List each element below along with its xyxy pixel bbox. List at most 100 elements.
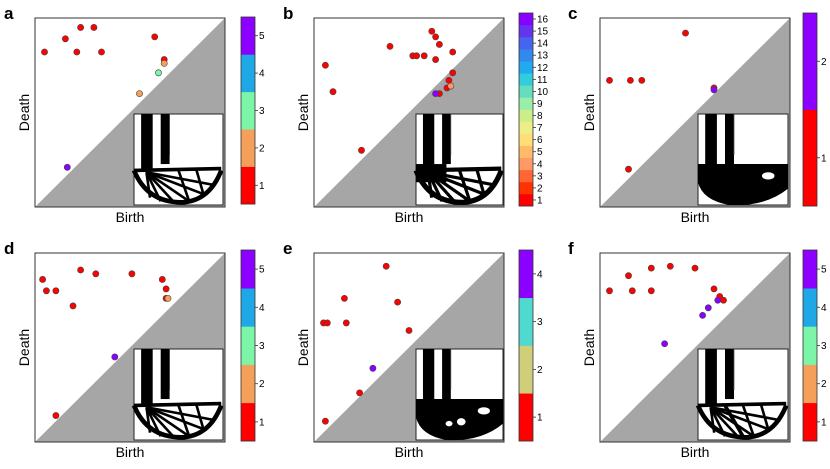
persistence-point	[358, 146, 365, 154]
persistence-point	[710, 285, 718, 293]
colorbar-tick-label: 2	[537, 365, 543, 376]
inset-strut	[710, 406, 769, 431]
points-layer	[606, 262, 727, 348]
inset-strut	[709, 406, 727, 437]
inset-bowl-curve	[413, 169, 504, 205]
colorbar-segment	[803, 364, 817, 404]
colorbar-tick-label: 2	[821, 57, 827, 68]
persistence-point	[432, 33, 439, 41]
colorbar-tick-label: 5	[821, 265, 827, 276]
colorbar-tick-label: 2	[259, 143, 265, 154]
inset-strut	[709, 406, 755, 438]
inset-strut	[457, 169, 472, 202]
persistence-point	[160, 59, 168, 67]
persistence-point	[394, 298, 401, 306]
colorbar-tick-label: 13	[537, 51, 549, 62]
x-axis-label: Birth	[395, 209, 424, 225]
persistence-point	[720, 296, 727, 304]
persistence-point	[432, 90, 439, 97]
colorbar-tick-label: 1	[821, 153, 827, 164]
inset-strut	[709, 407, 716, 433]
colorbar-tick-label: 1	[537, 413, 543, 424]
inset-strut	[145, 406, 162, 437]
colorbar-tick-label: 3	[537, 171, 543, 182]
colorbar-tick-label: 16	[537, 15, 549, 26]
inset-column-right	[442, 349, 451, 400]
panel-letter: b	[283, 4, 293, 23]
persistence-point	[52, 287, 60, 295]
x-axis-label: Birth	[116, 209, 145, 225]
plot-frame	[599, 252, 791, 443]
colorbar-tick-label: 3	[821, 341, 827, 352]
persistence-point	[158, 276, 166, 283]
persistence-point	[340, 294, 348, 302]
colorbar-segment	[241, 326, 255, 365]
persistence-point	[39, 276, 46, 283]
colorbar-segment	[241, 402, 255, 442]
persistence-point	[627, 76, 634, 84]
colorbar-segment	[241, 54, 255, 93]
points-layer	[320, 262, 413, 425]
persistence-point	[628, 287, 636, 295]
colorbar-tick-label: 8	[537, 111, 543, 122]
colorbar-segment	[519, 121, 533, 134]
inset-bowl-curve	[131, 404, 224, 440]
persistence-point	[638, 76, 646, 84]
inset-bowl-curve	[131, 169, 224, 205]
colorbar-segment	[519, 109, 533, 122]
points-layer	[606, 29, 718, 173]
colorbar-segment	[803, 13, 817, 110]
inset-column-left	[141, 349, 153, 406]
inset-strut	[177, 169, 191, 202]
persistence-point	[382, 262, 390, 270]
structure-inset-2	[697, 113, 789, 206]
persistence-point	[90, 24, 98, 31]
inset-hole	[477, 407, 490, 415]
persistence-point	[369, 364, 377, 372]
colorbar-tick-label: 4	[259, 69, 265, 80]
persistence-point	[62, 35, 69, 43]
persistence-point	[77, 266, 84, 274]
y-axis-label: Death	[581, 94, 597, 131]
colorbar-segment	[241, 288, 255, 327]
inset-column-left	[422, 349, 435, 406]
colorbar-tick-label: 6	[537, 135, 543, 146]
colorbar-tick-label: 14	[537, 39, 549, 50]
panel-e: e Birth Death 1 2 3 4	[283, 239, 543, 460]
x-axis-label: Birth	[395, 444, 424, 460]
colorbar-tick-label: 5	[259, 265, 265, 276]
colorbar-tick-label: 1	[259, 181, 265, 192]
colorbar-tick-label: 4	[259, 303, 265, 314]
inset-strut	[195, 404, 205, 430]
inset-strut	[145, 171, 204, 196]
persistence-point	[625, 272, 632, 280]
persistence-point	[73, 48, 81, 56]
inset-strut	[145, 406, 190, 438]
colorbar-segment	[519, 97, 533, 110]
persistence-point	[128, 270, 136, 278]
colorbar-segment	[241, 166, 255, 205]
persistence-point	[682, 29, 689, 37]
persistence-point	[43, 287, 50, 295]
structure-inset-3	[131, 348, 224, 441]
y-axis-label: Death	[16, 94, 32, 131]
persistence-point	[435, 41, 443, 48]
panel-letter: f	[568, 239, 574, 258]
persistence-point	[342, 319, 350, 327]
structure-inset-0	[131, 113, 224, 206]
persistence-point	[136, 90, 143, 97]
persistence-point	[329, 88, 337, 96]
colorbar-segment	[519, 13, 533, 26]
inset-strut	[427, 170, 471, 203]
colorbar-tick-label: 10	[537, 87, 549, 98]
persistence-point	[52, 412, 60, 419]
colorbar: 12	[802, 12, 827, 207]
colorbar-tick-label: 1	[259, 417, 265, 428]
persistence-point	[405, 327, 413, 334]
persistence-point	[661, 340, 668, 348]
persistence-point	[445, 76, 453, 84]
colorbar-tick-label: 4	[537, 159, 543, 170]
colorbar: 1 2 3 4 5	[240, 249, 265, 442]
colorbar-segment	[519, 37, 533, 50]
